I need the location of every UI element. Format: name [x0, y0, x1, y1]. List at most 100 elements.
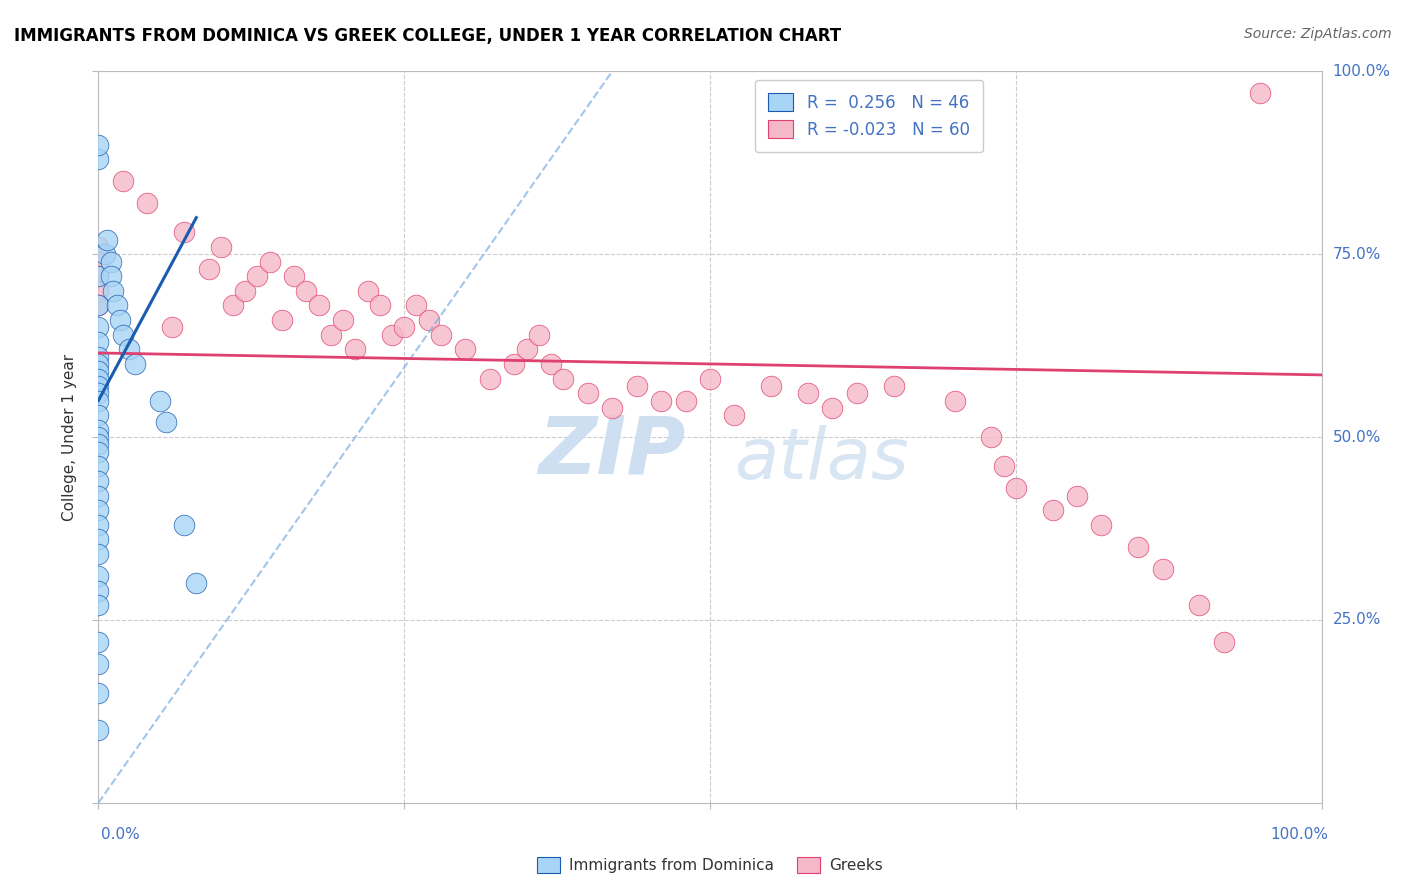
Point — [600, 401, 623, 415]
Point — [332, 313, 354, 327]
Text: 50.0%: 50.0% — [1333, 430, 1381, 444]
Text: 0.0%: 0.0% — [101, 827, 141, 841]
Point — [87, 533, 110, 547]
Point — [209, 240, 232, 254]
Point — [87, 444, 110, 458]
Point — [87, 379, 110, 393]
Point — [87, 254, 110, 268]
Point — [675, 393, 697, 408]
Point — [344, 343, 367, 357]
Point — [87, 430, 110, 444]
Point — [87, 393, 110, 408]
Point — [155, 416, 177, 430]
Point — [149, 393, 172, 408]
Point — [87, 474, 110, 488]
Point — [1188, 599, 1211, 613]
Point — [87, 350, 110, 364]
Point — [173, 225, 195, 239]
Point — [418, 313, 440, 327]
Point — [110, 313, 132, 327]
Point — [93, 247, 115, 261]
Point — [173, 517, 195, 532]
Point — [392, 320, 416, 334]
Point — [87, 137, 110, 152]
Text: 100.0%: 100.0% — [1333, 64, 1391, 78]
Text: 75.0%: 75.0% — [1333, 247, 1381, 261]
Y-axis label: College, Under 1 year: College, Under 1 year — [62, 353, 77, 521]
Point — [111, 327, 134, 342]
Point — [87, 503, 110, 517]
Point — [101, 284, 124, 298]
Point — [527, 327, 550, 342]
Point — [124, 357, 146, 371]
Text: ZIP: ZIP — [538, 413, 686, 491]
Point — [87, 284, 110, 298]
Point — [87, 547, 110, 561]
Point — [87, 569, 110, 583]
Point — [761, 379, 783, 393]
Point — [1066, 489, 1088, 503]
Point — [111, 174, 134, 188]
Point — [96, 233, 118, 247]
Text: 100.0%: 100.0% — [1271, 827, 1329, 841]
Point — [87, 686, 110, 700]
Point — [1042, 503, 1064, 517]
Point — [87, 298, 110, 312]
Point — [845, 386, 868, 401]
Point — [246, 269, 269, 284]
Point — [1249, 87, 1271, 101]
Point — [356, 284, 378, 298]
Point — [87, 408, 110, 422]
Point — [821, 401, 844, 415]
Point — [515, 343, 537, 357]
Text: atlas: atlas — [734, 425, 910, 493]
Point — [87, 583, 110, 598]
Point — [233, 284, 256, 298]
Point — [576, 386, 599, 401]
Text: Source: ZipAtlas.com: Source: ZipAtlas.com — [1244, 27, 1392, 41]
Point — [1090, 517, 1112, 532]
Point — [1212, 635, 1234, 649]
Point — [993, 459, 1015, 474]
Point — [87, 320, 110, 334]
Point — [136, 196, 159, 211]
Point — [87, 240, 110, 254]
Point — [699, 371, 721, 385]
Point — [319, 327, 342, 342]
Point — [100, 254, 122, 268]
Point — [87, 371, 110, 385]
Point — [1004, 481, 1026, 495]
Text: IMMIGRANTS FROM DOMINICA VS GREEK COLLEGE, UNDER 1 YEAR CORRELATION CHART: IMMIGRANTS FROM DOMINICA VS GREEK COLLEG… — [14, 27, 841, 45]
Point — [405, 298, 427, 312]
Point — [87, 269, 110, 284]
Point — [87, 357, 110, 371]
Point — [87, 269, 110, 284]
Point — [87, 334, 110, 349]
Legend: Immigrants from Dominica, Greeks: Immigrants from Dominica, Greeks — [531, 850, 889, 880]
Point — [1128, 540, 1150, 554]
Point — [723, 408, 745, 422]
Point — [197, 261, 219, 276]
Point — [87, 298, 110, 312]
Point — [883, 379, 905, 393]
Point — [87, 386, 110, 401]
Point — [87, 635, 110, 649]
Point — [87, 489, 110, 503]
Point — [87, 152, 110, 166]
Point — [270, 313, 294, 327]
Point — [1152, 562, 1174, 576]
Point — [540, 357, 562, 371]
Point — [87, 459, 110, 474]
Point — [430, 327, 453, 342]
Point — [553, 371, 575, 385]
Point — [222, 298, 245, 312]
Point — [87, 423, 110, 437]
Point — [295, 284, 318, 298]
Point — [105, 298, 128, 312]
Point — [308, 298, 330, 312]
Point — [87, 657, 110, 671]
Point — [943, 393, 966, 408]
Point — [626, 379, 648, 393]
Point — [980, 430, 1002, 444]
Point — [283, 269, 305, 284]
